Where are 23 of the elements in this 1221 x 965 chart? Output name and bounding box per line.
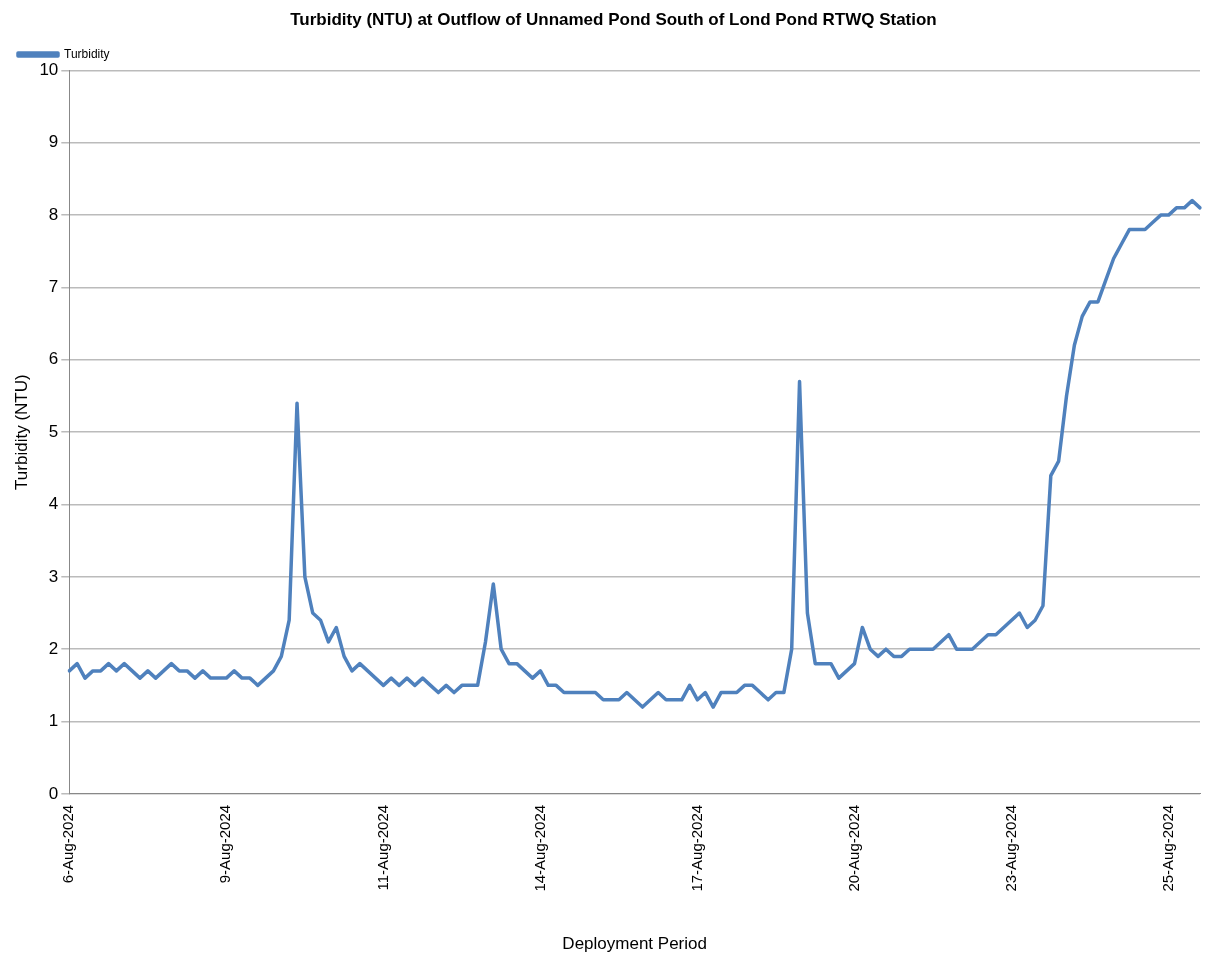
x-tick-label: 11-Aug-2024	[373, 804, 391, 891]
x-tick-label: 14-Aug-2024	[530, 804, 548, 892]
x-tick-label: 9-Aug-2024	[216, 804, 234, 884]
x-tick-label: 25-Aug-2024	[1158, 804, 1176, 892]
y-tick-label: 6	[48, 349, 59, 369]
chart-title: Turbidity (NTU) at Outflow of Unnamed Pond South of Lond Pond RTWQ Station	[290, 9, 937, 29]
y-tick-label: 9	[48, 132, 59, 152]
y-tick-label: 10	[39, 60, 59, 80]
y-tick-label: 8	[48, 204, 59, 224]
x-tick-label: 17-Aug-2024	[687, 804, 705, 892]
x-tick-label: 6-Aug-2024	[59, 804, 77, 884]
y-tick-label: 2	[48, 638, 59, 658]
x-tick-label: 23-Aug-2024	[1001, 804, 1019, 892]
legend-label: Turbidity	[64, 46, 110, 61]
y-tick-label: 7	[48, 277, 59, 297]
y-tick-label: 3	[48, 566, 59, 586]
y-tick-label: 5	[48, 421, 59, 441]
y-axis-title: Turbidity (NTU)	[11, 374, 31, 490]
y-tick-label: 0	[48, 783, 59, 803]
y-tick-label: 4	[48, 494, 59, 514]
x-axis-title: Deployment Period	[562, 934, 707, 954]
x-tick-label: 20-Aug-2024	[844, 804, 862, 892]
y-tick-label: 1	[48, 711, 59, 731]
